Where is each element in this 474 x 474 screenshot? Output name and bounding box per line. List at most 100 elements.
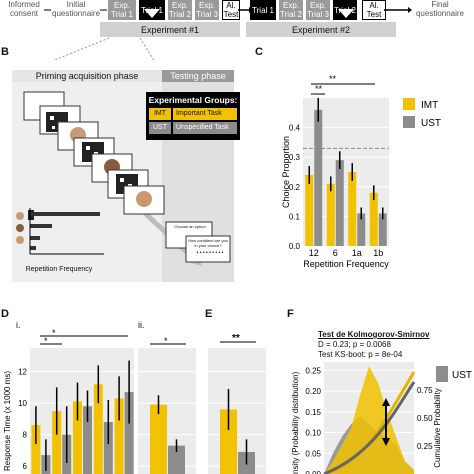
- bar-imt: [348, 172, 357, 246]
- stimulus-cards: [23, 91, 165, 215]
- exp2-box-3: Exp. Trial 3: [306, 0, 330, 20]
- y-tick-label: 0.3: [289, 153, 301, 162]
- y-axis-label: Choice Proportion: [281, 136, 291, 208]
- bar-ust: [357, 213, 366, 246]
- panel-d-sub-i: i.: [16, 320, 21, 330]
- y-tick-label: 12: [18, 368, 27, 377]
- legend-label-imt: IMT: [421, 100, 438, 111]
- exp2-box-2: Exp. Trial 2: [279, 0, 303, 20]
- bar-imt: [93, 384, 103, 474]
- right-y-tick-label: 0.50: [417, 414, 433, 423]
- experiment1-bar: Experiment #1: [100, 22, 240, 37]
- y-tick-label: 0.25: [305, 366, 321, 375]
- y-tick-label: 0.4: [289, 124, 301, 133]
- right-y-tick-label: 0.75: [417, 386, 433, 395]
- sig-marker: **: [329, 74, 337, 84]
- bar-imt: [114, 398, 124, 474]
- svg-text:• • • • • • • • •: • • • • • • • • •: [197, 250, 224, 256]
- bar-ust: [124, 392, 134, 474]
- bar-ust: [314, 109, 323, 246]
- group-row-ust: UST Unspecified Task: [149, 122, 237, 134]
- legend-label-ust: UST: [421, 118, 441, 129]
- experimental-groups-box: Experimental Groups: IMT Important Task …: [146, 92, 240, 140]
- y-tick-label: 0.00: [305, 470, 321, 474]
- group-code-ust: UST: [149, 122, 171, 134]
- choice-proportion-chart: 0.0 0.1 0.2 0.3 0.4 12 6 1a 1b ** ** Repetition Fre…: [281, 74, 441, 269]
- bar-ust: [83, 406, 92, 474]
- sig-marker: *: [52, 328, 56, 338]
- legend-swatch-imt: [403, 98, 415, 110]
- exp2-box-1: Trial 1: [250, 0, 276, 20]
- y-axis-label: Density (Probability distribution): [291, 371, 300, 474]
- legend-label-ust: UST: [452, 370, 472, 381]
- down-arrow-1-icon: [144, 9, 160, 18]
- x-tick-label: 6: [333, 248, 338, 258]
- density-area-imt: [324, 366, 414, 474]
- flow-arrows: [44, 7, 412, 60]
- bar-imt: [52, 411, 62, 474]
- ks-test-title: Test de Kolmogorov-Smirnov: [318, 330, 430, 339]
- down-arrow-2-icon: [338, 9, 354, 18]
- choose-option-text: Choose an option: [174, 224, 206, 229]
- y-tick-label: 8: [23, 431, 28, 440]
- initial-questionnaire-step: Initial questionnaire: [52, 0, 101, 18]
- y-tick-label: 0.15: [305, 408, 321, 417]
- x-tick-label: 1a: [352, 248, 362, 258]
- exp1-box-4: Exp. Trial 3: [195, 0, 219, 20]
- exp1-box-1: Exp. Trial 1: [108, 0, 136, 20]
- testing-screens: • • • • • • • • •: [165, 221, 231, 263]
- response-time-chart-ii: *: [138, 336, 196, 474]
- cdf-line-ust: [323, 381, 416, 474]
- response-time-chart-e: **: [208, 333, 266, 474]
- panel-d-sub-ii: ii.: [138, 320, 145, 330]
- bar-ust: [103, 422, 113, 474]
- y-tick-label: 6: [23, 462, 28, 471]
- priming-stimuli-illustration: • • • • • • • • •: [16, 91, 231, 266]
- y-tick-label: 0.0: [289, 242, 301, 251]
- panel-e-letter: E: [205, 308, 213, 320]
- y-tick-label: 0.05: [305, 449, 321, 458]
- y-tick-label: 0.2: [289, 183, 301, 192]
- ks-boot-stat: Test KS-boot: p = 8e-04: [318, 350, 403, 359]
- confident-question-text: How confident are you in your choice?: [188, 238, 228, 248]
- y-tick-label: 0.20: [305, 387, 321, 396]
- x-tick-label: 1b: [373, 248, 383, 258]
- response-time-chart-i: 6 8 10 12 * * Response Time (x 1000 ms): [3, 328, 134, 474]
- testing-phase-header: Testing phase: [162, 70, 234, 82]
- bar-imt: [150, 404, 167, 474]
- sig-marker: **: [315, 84, 323, 94]
- bar-imt: [369, 192, 378, 246]
- experimental-groups-title: Experimental Groups:: [148, 95, 238, 105]
- group-label-ust: Unspecified Task: [173, 122, 237, 134]
- density-chart: 0.00 0.05 0.10 0.15 0.20 0.25 0.25 0.50 0.75 Dens…: [291, 362, 472, 474]
- arrow-head-icon: [382, 438, 390, 446]
- bar-ust: [168, 445, 185, 474]
- arrow-head-icon: [382, 398, 390, 406]
- bar-ust: [335, 160, 344, 246]
- repetition-frequency-label: Repetition Frequency: [25, 266, 93, 273]
- priming-phase-header: Priming acquisition phase: [12, 70, 162, 82]
- panel-d-letter: D: [1, 308, 9, 320]
- sig-marker: **: [232, 333, 240, 344]
- panel-c-letter: C: [255, 46, 263, 58]
- x-axis-label: Repetition Frequency: [303, 259, 389, 269]
- legend-swatch-ust: [403, 116, 415, 128]
- final-questionnaire-step: Final questionnaire: [415, 0, 465, 18]
- right-y-tick-label: 0.25: [417, 442, 433, 451]
- x-tick-label: 12: [309, 248, 319, 258]
- bar-imt: [220, 409, 237, 474]
- ks-test-stat: D = 0.23; p = 0.0068: [318, 340, 391, 349]
- panel-b-letter: B: [1, 46, 9, 58]
- y-tick-label: 10: [18, 399, 27, 408]
- bar-imt: [326, 183, 335, 246]
- informed-consent-step: Informed consent: [8, 0, 40, 18]
- bar-imt: [73, 401, 82, 474]
- panel-f-letter: F: [287, 308, 294, 320]
- repetition-frequency-mini-chart: [16, 208, 104, 255]
- bar-imt: [31, 425, 41, 474]
- sig-marker: *: [164, 336, 168, 346]
- y-axis-label: Response Time (x 1000 ms): [3, 371, 12, 471]
- legend-swatch-ust: [436, 366, 448, 382]
- bar-ust: [378, 213, 387, 246]
- y-tick-label: 0.1: [289, 212, 301, 221]
